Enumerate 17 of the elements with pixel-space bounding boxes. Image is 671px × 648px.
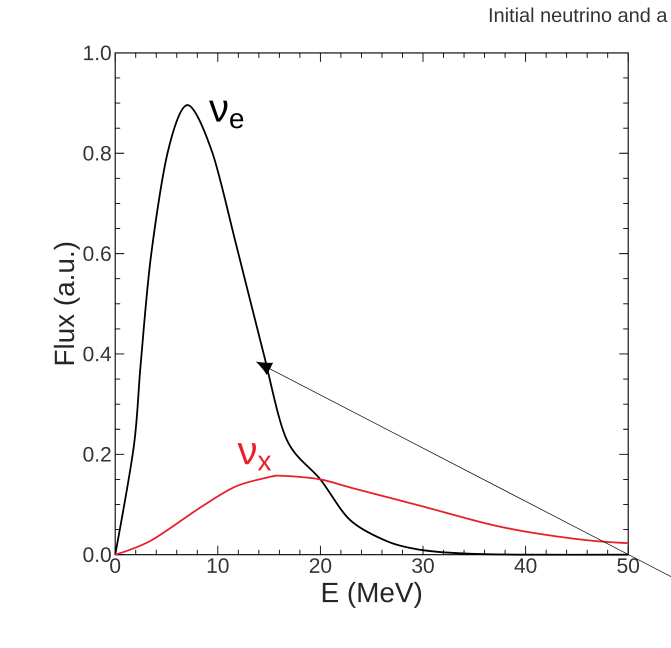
x-axis-title: E (MeV) — [322, 582, 422, 608]
x-tick-label: 50 — [617, 558, 640, 574]
x-tick-label: 20 — [310, 558, 332, 574]
y-axis-title: Flux (a.u.) — [54, 242, 80, 364]
y-tick-label: 0.8 — [83, 146, 111, 161]
legend-label: ν$_{e}$ — [209, 100, 244, 128]
y-tick-label: 1.0 — [84, 45, 111, 60]
y-tick-label: 0.4 — [83, 346, 112, 362]
chart-title: Initial neutrino and a — [490, 8, 668, 22]
series-label: ν$_{x}$ — [238, 443, 272, 470]
x-tick-label: 40 — [514, 558, 536, 574]
y-tick-label: 0.2 — [83, 446, 111, 462]
x-tick-label: 10 — [208, 558, 229, 574]
x-tick-label: 30 — [412, 558, 434, 574]
x-tick-label: 0 — [110, 558, 120, 574]
y-tick-label: 0.0 — [83, 547, 111, 562]
y-tick-label: 0.6 — [83, 246, 111, 262]
